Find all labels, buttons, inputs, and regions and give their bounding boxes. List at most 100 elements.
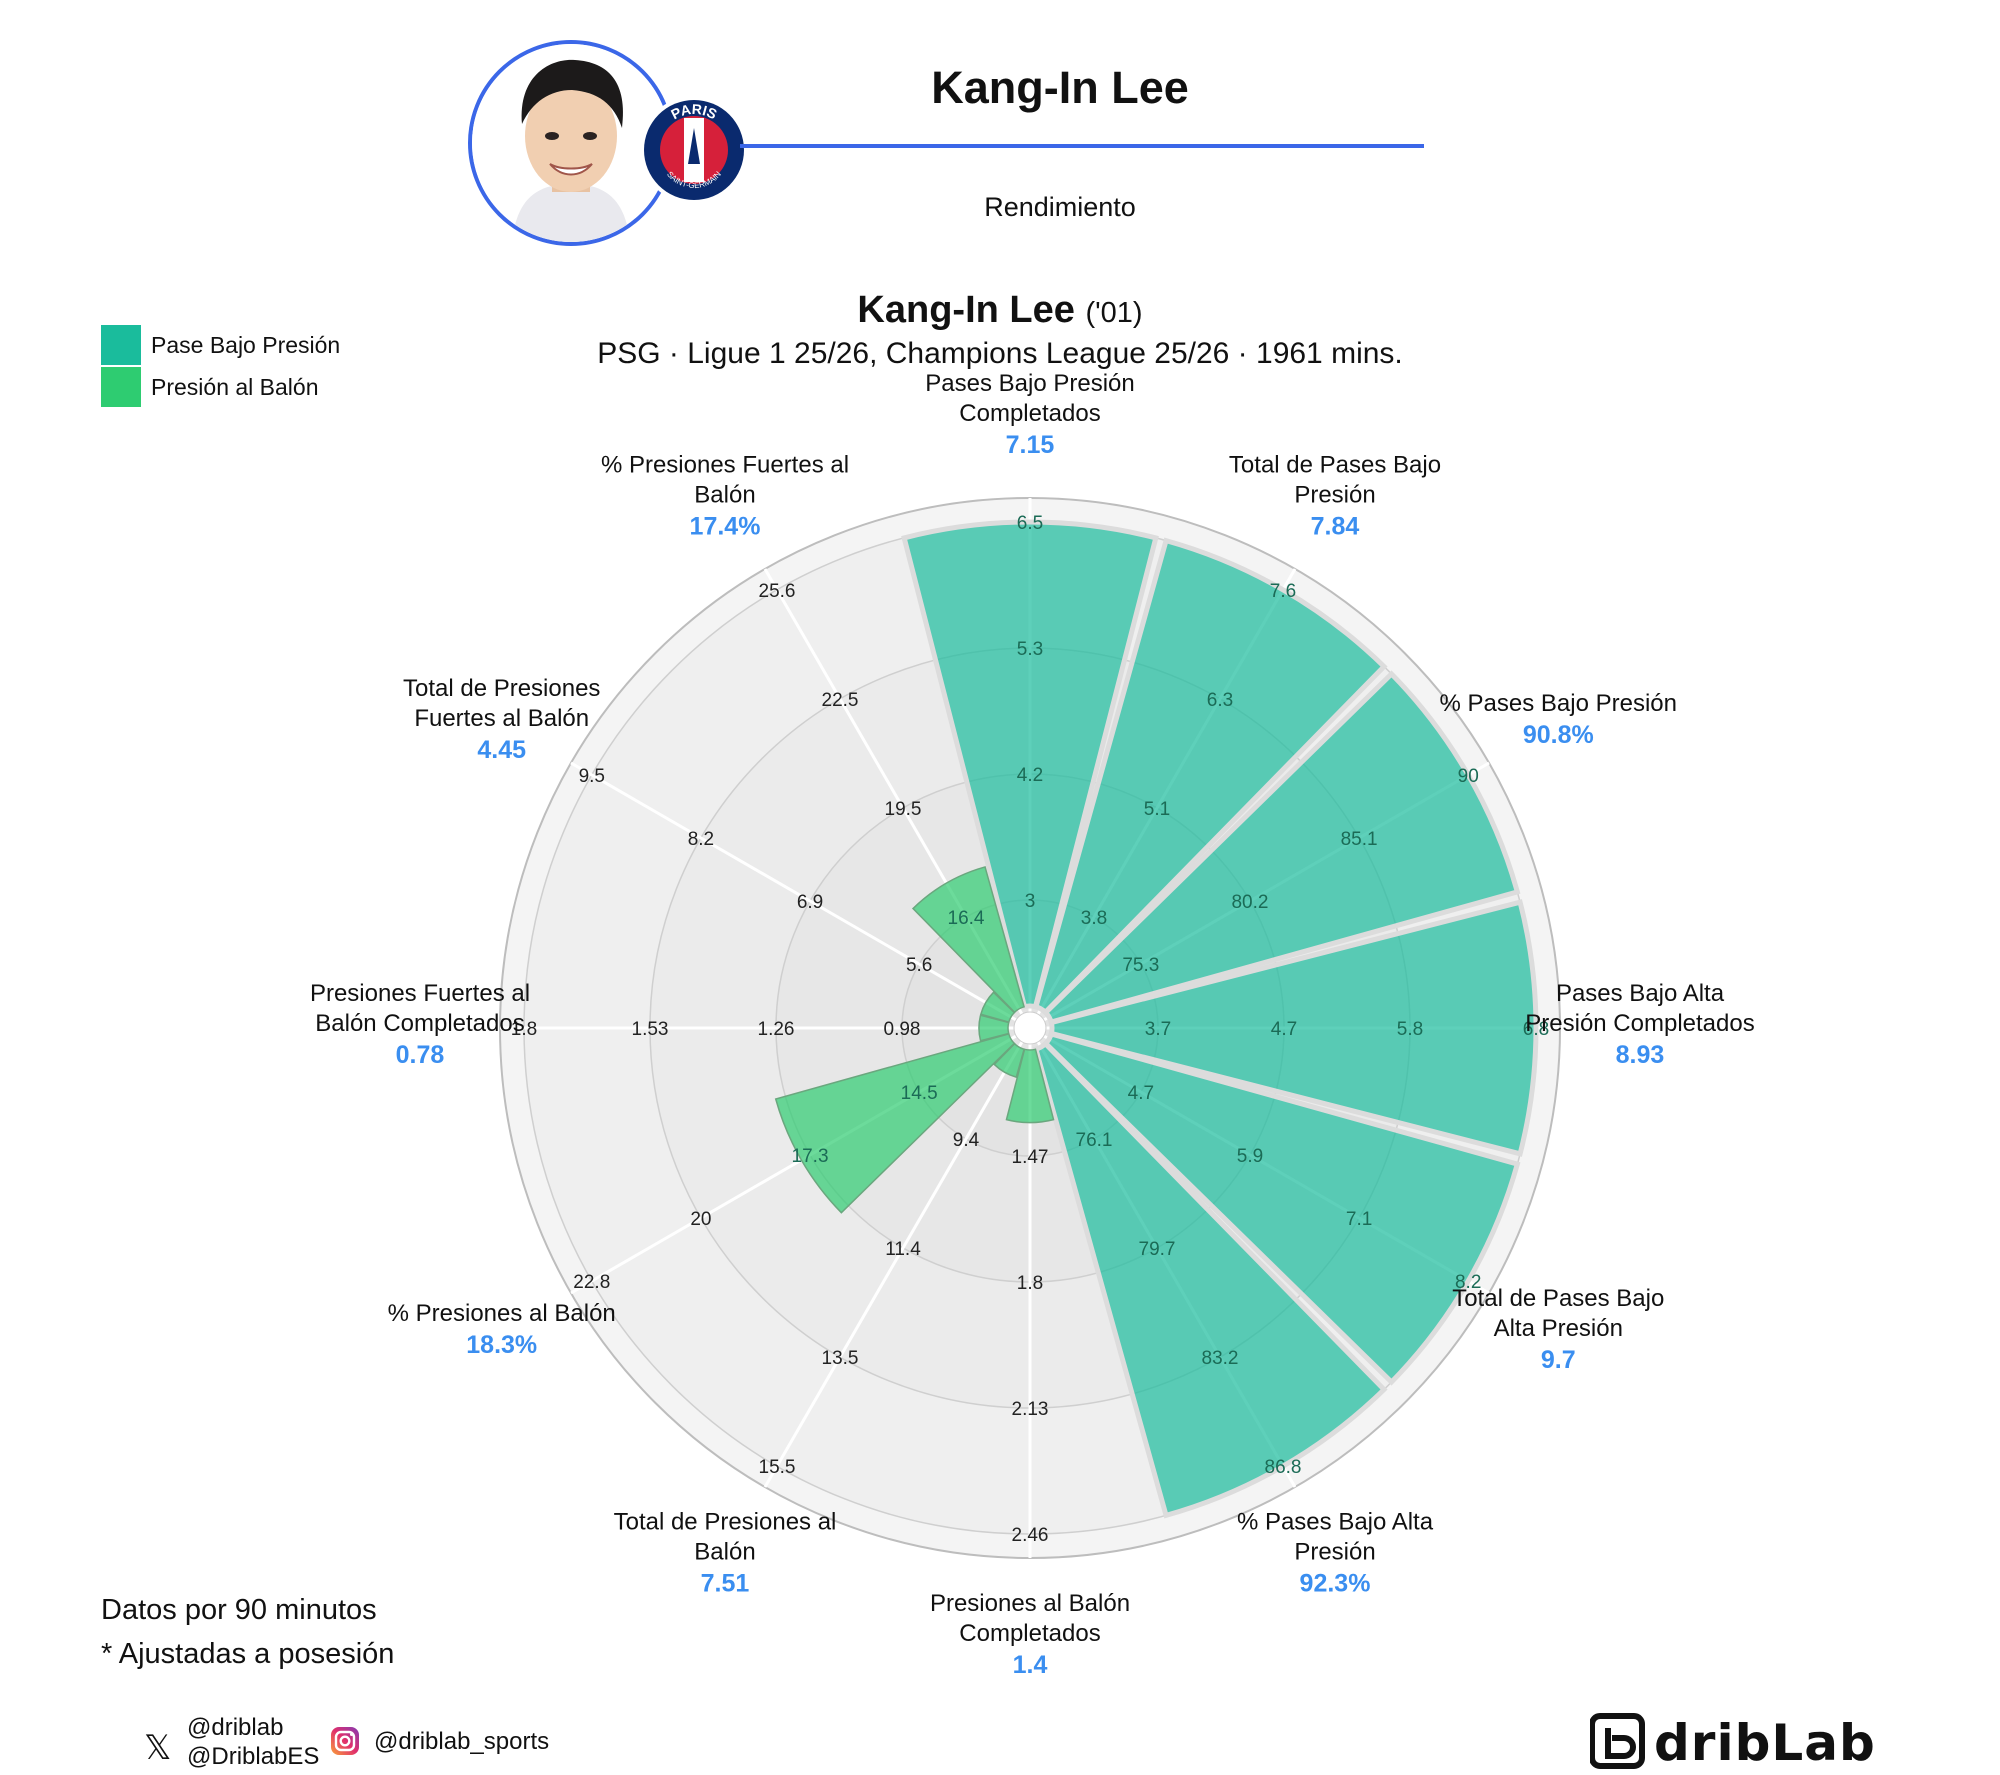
radar-tick-label: 2.46: [1012, 1525, 1049, 1546]
radar-tick-label: 6.8: [1523, 1019, 1549, 1040]
legend-item-pase-bajo-presion: Pase Bajo Presión: [101, 325, 340, 365]
footnote-possession: * Ajustadas a posesión: [101, 1638, 395, 1670]
radar-tick-labels: 3 4.2 5.3 6.5 3.8 5.1 6.3 7.6 75.3 80.2 85.1 90 3.7 4…: [511, 513, 1549, 1546]
driblab-logo: dribLab: [1589, 1710, 1910, 1775]
radar-axis-label: % Presiones al Balón: [388, 1300, 616, 1327]
player-photo-icon: [472, 44, 670, 242]
radar-tick-label: 15.5: [759, 1457, 796, 1478]
radar-tick-label: 20: [690, 1209, 711, 1230]
radar-axis-value: 8.93: [1616, 1041, 1665, 1069]
radar-tick-label: 5.1: [1144, 799, 1170, 820]
radar-bar: [1042, 1030, 1521, 1386]
chart-title: Kang-In Lee ('01): [400, 289, 1600, 332]
radar-axis-value: 17.4%: [690, 513, 761, 541]
chart-title-name: Kang-In Lee: [857, 289, 1075, 331]
radar-tick-label: 4.7: [1271, 1019, 1297, 1040]
radar-tick-label: 86.8: [1265, 1457, 1302, 1478]
radar-bar: [979, 991, 1016, 1024]
radar-tick-label: 2.13: [1012, 1399, 1049, 1420]
psg-crest-logo: PARIS SAINT-GERMAIN: [638, 94, 750, 206]
radar-bar: [993, 1042, 1026, 1079]
instagram-icon: [330, 1726, 360, 1761]
radar-axis-value: 0.78: [396, 1041, 445, 1069]
legend-item-presion-al-balon: Presión al Balón: [101, 367, 319, 407]
radar-axis-value: 92.3%: [1300, 1569, 1371, 1597]
radar-axis-value: 4.45: [477, 736, 526, 764]
radar-axis-value: 18.3%: [466, 1331, 537, 1359]
radar-axis-label: % Presiones Fuertes al: [601, 452, 849, 479]
radar-axis-label: Alta Presión: [1494, 1315, 1623, 1342]
radar-tick-label: 3.7: [1145, 1019, 1171, 1040]
radar-tick-label: 6.5: [1017, 513, 1043, 534]
svg-text:PARIS: PARIS: [668, 101, 719, 123]
radar-tick-label: 3: [1025, 891, 1036, 912]
radar-bar: [911, 866, 1026, 1014]
chart-subtitle: PSG · Ligue 1 25/26, Champions League 25…: [597, 337, 1403, 370]
radar-tick-label: 3.8: [1081, 908, 1107, 929]
radar-axis-value: 7.51: [701, 1569, 750, 1597]
radar-tick-label: 1.8: [511, 1019, 537, 1040]
footnote-per-90: Datos por 90 minutos: [101, 1594, 377, 1626]
legend-label: Presión al Balón: [151, 373, 319, 400]
radar-tick-label: 1.26: [758, 1019, 795, 1040]
radar-tick-label: 80.2: [1231, 892, 1268, 913]
header-subtitle: Rendimiento: [984, 192, 1136, 222]
radar-tick-label: 19.5: [885, 799, 922, 820]
radar-tick-label: 22.5: [822, 690, 859, 711]
radar-tick-label: 8.2: [688, 829, 714, 850]
radar-tick-label: 5.8: [1397, 1019, 1423, 1040]
radar-tick-label: 7.6: [1270, 581, 1296, 602]
radar-tick-label: 85.1: [1341, 829, 1378, 850]
radar-tick-label: 79.7: [1139, 1239, 1176, 1260]
radar-axis-labels: Pases Bajo Presión Completados 7.15 Total d…: [310, 370, 1755, 1679]
radar-axis-label: Total de Pases Bajo: [1229, 452, 1441, 479]
radar-tick-label: 76.1: [1076, 1130, 1113, 1151]
radar-bar: [1032, 1040, 1388, 1519]
radar-axis-value: 9.7: [1541, 1346, 1576, 1374]
radar-bars: [774, 519, 1539, 1519]
radar-bar: [1032, 537, 1388, 1016]
legend-swatch: [101, 325, 141, 365]
radar-tick-label: 16.4: [948, 908, 985, 929]
radar-axis-value: 7.84: [1311, 513, 1360, 541]
radar-axis-label: Fuertes al Balón: [414, 705, 589, 732]
radar-tick-label: 14.5: [901, 1083, 938, 1104]
radar-axis-label: Pases Bajo Presión: [925, 370, 1134, 397]
radar-axis-label: Completados: [959, 400, 1100, 427]
header-divider: [740, 144, 1424, 148]
radar-tick-label: 5.6: [906, 955, 932, 976]
radar-bar: [1042, 670, 1521, 1026]
radar-tick-label: 0.98: [884, 1019, 921, 1040]
radar-axis-label: Completados: [959, 1620, 1100, 1647]
radar-tick-label: 13.5: [822, 1348, 859, 1369]
radar-axis-label: Balón Completados: [315, 1010, 524, 1037]
x-handle-1: @driblab: [187, 1714, 284, 1741]
radar-tick-label: 8.2: [1455, 1272, 1481, 1293]
radar-axis-value: 90.8%: [1523, 721, 1594, 749]
brand-name: dribLab: [1654, 1714, 1876, 1770]
radar-tick-label: 4.7: [1128, 1083, 1154, 1104]
radar-axis-value: 7.15: [1006, 431, 1055, 459]
radar-tick-label: 7.1: [1346, 1209, 1372, 1230]
radar-tick-label: 1.8: [1017, 1273, 1043, 1294]
radar-tick-label: 83.2: [1202, 1348, 1239, 1369]
radar-axis-label: Total de Presiones: [403, 675, 600, 702]
radar-bar: [901, 519, 1159, 1010]
legend-swatch: [101, 367, 141, 407]
radar-axis-value: 1.4: [1013, 1651, 1048, 1679]
radar-axis-label: Total de Presiones al: [614, 1508, 837, 1535]
radar-center: [1013, 1011, 1047, 1045]
radar-tick-label: 5.3: [1017, 639, 1043, 660]
radar-axis-label: Pases Bajo Alta: [1556, 980, 1725, 1007]
radar-tick-label: 17.3: [792, 1146, 829, 1167]
radar-bar: [978, 1014, 1010, 1042]
legend-label: Pase Bajo Presión: [151, 331, 341, 358]
radar-tick-label: 25.6: [759, 581, 796, 602]
radar-axis-label: Presiones al Balón: [930, 1590, 1130, 1617]
radar-bar: [1005, 1048, 1055, 1124]
header-player-name: Kang-In Lee: [931, 62, 1189, 113]
radar-tick-label: 22.8: [573, 1272, 610, 1293]
radar-axis-label: Presión Completados: [1525, 1010, 1754, 1037]
radar-axis-label: Balón: [694, 1538, 755, 1565]
